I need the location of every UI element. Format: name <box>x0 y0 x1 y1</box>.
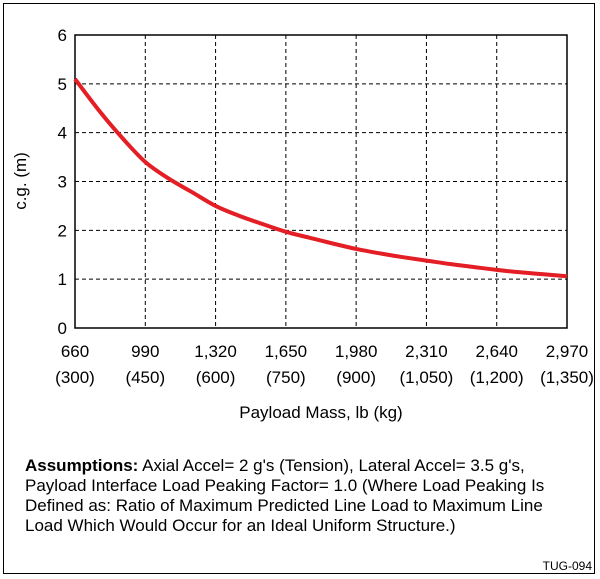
assumptions-note: Assumptions: Axial Accel= 2 g's (Tension… <box>25 456 585 536</box>
x-tick-label: 1,320 <box>194 342 237 361</box>
x-tick-sublabel: (900) <box>336 368 376 387</box>
y-tick-label: 5 <box>58 75 67 94</box>
x-tick-sublabel: (1,050) <box>399 368 453 387</box>
y-tick-label: 6 <box>58 26 67 45</box>
assumptions-label: Assumptions: <box>25 456 139 475</box>
x-tick-sublabel: (1,200) <box>470 368 524 387</box>
y-tick-label: 2 <box>58 221 67 240</box>
x-tick-label: 990 <box>131 342 159 361</box>
y-tick-label: 0 <box>58 319 67 338</box>
y-tick-label: 3 <box>58 173 67 192</box>
x-tick-label: 2,640 <box>475 342 518 361</box>
y-tick-labels: 0 1 2 3 4 5 6 <box>58 26 67 338</box>
grid-lines <box>75 35 567 328</box>
y-axis-title: c.g. (m) <box>11 152 30 210</box>
x-tick-sublabel: (450) <box>125 368 165 387</box>
x-tick-label: 1,650 <box>265 342 308 361</box>
figure-frame <box>3 3 595 574</box>
y-tick-label: 4 <box>58 124 67 143</box>
x-tick-labels: 660 (300) 990 (450) 1,320 (600) 1,650 (750) 1,98… <box>55 342 594 387</box>
y-tick-label: 1 <box>58 270 67 289</box>
series-layer <box>73 77 568 279</box>
x-tick-label: 2,310 <box>405 342 448 361</box>
assumptions-text: Axial Accel= 2 g's (Tension), Lateral Ac… <box>25 456 545 535</box>
x-tick-label: 2,970 <box>546 342 589 361</box>
x-tick-sublabel: (300) <box>55 368 95 387</box>
figure-id: TUG-094 <box>542 559 592 573</box>
x-tick-sublabel: (600) <box>196 368 236 387</box>
cg-curve-line <box>73 77 568 279</box>
x-tick-sublabel: (1,350) <box>540 368 594 387</box>
x-tick-label: 1,980 <box>335 342 378 361</box>
x-tick-sublabel: (750) <box>266 368 306 387</box>
x-tick-label: 660 <box>61 342 89 361</box>
x-axis-title: Payload Mass, lb (kg) <box>239 403 402 422</box>
plot-area-border <box>74 34 568 329</box>
